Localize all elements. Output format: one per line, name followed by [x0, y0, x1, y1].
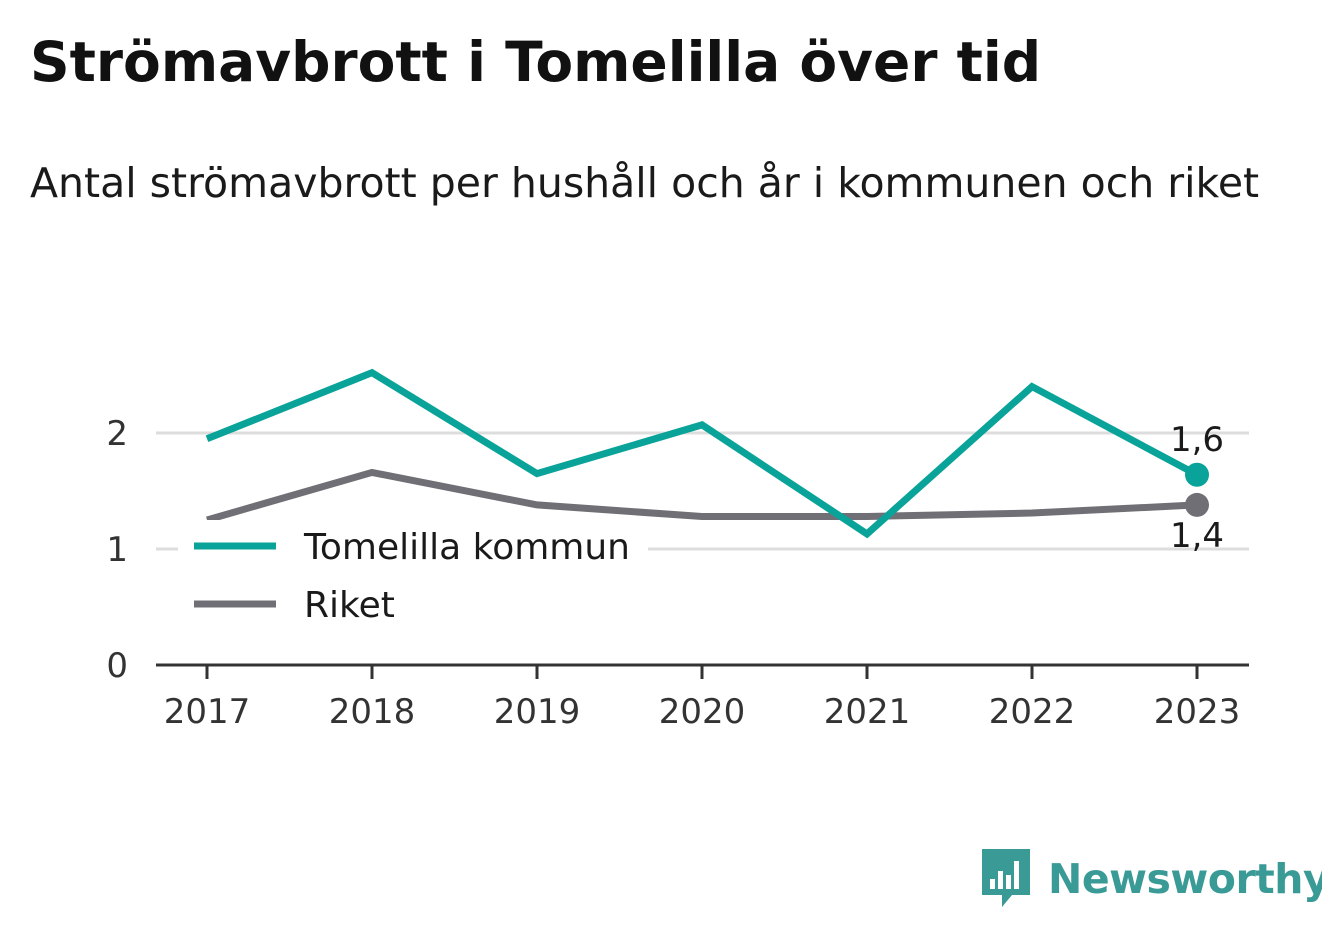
x-tick-label: 2020: [659, 692, 746, 732]
end-value-label-riket: 1,4: [1170, 516, 1224, 556]
y-tick-label: 0: [106, 646, 128, 686]
x-tick-label: 2022: [989, 692, 1076, 732]
end-value-label-tomelilla: 1,6: [1170, 420, 1224, 460]
legend-label-tomelilla: Tomelilla kommun: [303, 527, 630, 568]
legend-label-riket: Riket: [304, 585, 395, 626]
series-line-tomelilla: [205, 368, 1199, 539]
y-tick-label: 2: [106, 414, 128, 454]
newsworthy-brand: Newsworthy: [982, 848, 1322, 910]
end-marker-riket: [1185, 492, 1209, 517]
x-tick-label: 2019: [494, 692, 581, 732]
chart-title: Strömavbrott i Tomelilla över tid: [30, 30, 1042, 94]
x-tick-label: 2021: [824, 692, 911, 732]
y-tick-label: 1: [106, 530, 128, 570]
bar-chart-speech-bubble-icon: [982, 849, 1030, 907]
end-marker-tomelilla: [1185, 462, 1209, 487]
legend: Tomelilla kommun Riket: [178, 520, 648, 636]
legend-background: [178, 520, 648, 636]
series-line-riket: [206, 468, 1198, 524]
x-axis-ticks: 2017 2018 2019 2020 2021 2022 2023: [164, 665, 1241, 732]
brand-name: Newsworthy: [1048, 855, 1322, 903]
x-tick-label: 2017: [164, 692, 251, 732]
chart-subtitle: Antal strömavbrott per hushåll och år i …: [30, 159, 1260, 207]
series-lines: [205, 368, 1199, 539]
y-axis-tick-labels: 0 1 2: [106, 414, 128, 686]
x-tick-label: 2023: [1154, 692, 1241, 732]
x-tick-label: 2018: [329, 692, 416, 732]
end-markers: 1,6 1,4: [1170, 420, 1224, 556]
